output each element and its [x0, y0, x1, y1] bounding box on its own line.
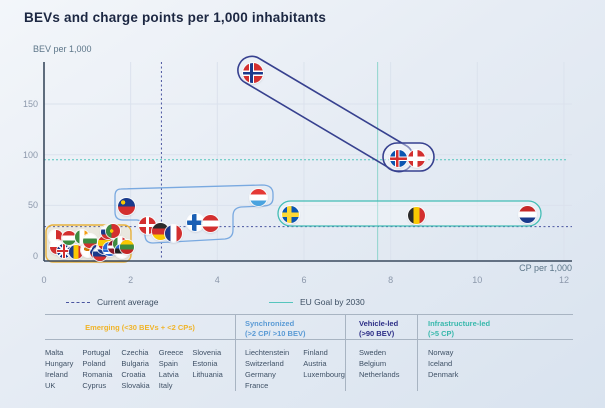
category-column-vehicle-led: Vehicle-led (>90 BEV) Sweden Belgium Net… — [345, 315, 417, 391]
country-list-column: Sweden Belgium Netherlands — [359, 348, 400, 379]
country-list-column: Czechia Bulgaria Croatia Slovakia — [121, 348, 150, 390]
legend-item-eu-goal: EU Goal by 2030 — [269, 295, 365, 309]
flag-romania — [69, 244, 84, 259]
category-list-synchronized: Liechtenstein Switzerland Germany France… — [236, 340, 345, 391]
flag-bulgaria — [82, 233, 97, 248]
y-tick-100: 100 — [22, 149, 38, 160]
legend-label-current-average: Current average — [97, 297, 159, 307]
flag-luxembourg — [249, 188, 267, 206]
y-tick-0: 0 — [32, 251, 38, 261]
x-tick-6: 6 — [301, 275, 307, 285]
flag-sweden — [282, 205, 300, 223]
category-header-emerging: Emerging (<30 BEVs + <2 CPs) — [45, 315, 235, 340]
flag-uk — [56, 243, 71, 258]
legend-label-eu-goal: EU Goal by 2030 — [300, 297, 365, 307]
category-header-infrastructure-led: Infrastructure-led (>5 CP) — [418, 315, 573, 340]
y-tick-50: 50 — [27, 200, 38, 211]
page-title: BEVs and charge points per 1,000 inhabit… — [24, 10, 327, 25]
flag-iceland — [389, 150, 407, 168]
legend: Current average EU Goal by 2030 — [0, 295, 605, 311]
group-outline-synchronized — [114, 184, 274, 244]
y-tick-150: 150 — [22, 99, 38, 110]
flag-norway — [242, 62, 263, 83]
x-tick-10: 10 — [472, 275, 483, 285]
x-tick-12: 12 — [558, 275, 569, 285]
flag-denmark — [408, 150, 426, 168]
category-column-emerging: Emerging (<30 BEVs + <2 CPs) Malta Hunga… — [45, 315, 235, 391]
category-header-synchronized: Synchronized (>2 CP/ >10 BEV) — [236, 315, 345, 340]
country-list-column: Portugal Poland Romania Cyprus — [82, 348, 113, 390]
x-tick-4: 4 — [214, 275, 220, 285]
country-list-column: Greece Spain Latvia Italy — [158, 348, 184, 390]
flag-netherlands — [518, 205, 536, 223]
flag-switzerland — [139, 217, 157, 235]
country-list-column: Norway Iceland Denmark — [428, 348, 459, 379]
flag-layer — [49, 62, 536, 261]
eu-goal-line-swatch — [269, 301, 293, 303]
flag-portugal — [105, 223, 120, 238]
x-tick-2: 2 — [128, 275, 134, 285]
x-axis-label: CP per 1,000 — [519, 263, 572, 273]
category-list-vehicle-led: Sweden Belgium Netherlands — [346, 340, 417, 380]
current-average-line-swatch — [66, 301, 90, 303]
flag-france — [165, 225, 183, 243]
country-list-column: Liechtenstein Switzerland Germany France — [245, 348, 290, 390]
category-header-vehicle-led: Vehicle-led (>90 BEV) — [346, 315, 417, 340]
category-list-emerging: Malta Hungary Ireland UK Portugal Poland … — [45, 340, 235, 391]
flag-belgium — [408, 206, 426, 224]
category-column-infrastructure-led: Infrastructure-led (>5 CP) Norway Icelan… — [417, 315, 573, 391]
country-list-column: Finland Austria Luxembourg — [303, 348, 345, 379]
category-column-synchronized: Synchronized (>2 CP/ >10 BEV) Liechtenst… — [235, 315, 345, 391]
country-list-column: Malta Hungary Ireland UK — [45, 348, 74, 390]
flag-finland — [187, 214, 205, 232]
country-list-column: Slovenia Estonia Lithuania — [192, 348, 223, 379]
flag-germany — [152, 223, 170, 241]
flag-lithuania — [120, 239, 135, 254]
category-list-infrastructure-led: Norway Iceland Denmark — [418, 340, 573, 380]
y-axis-label: BEV per 1,000 — [33, 44, 92, 54]
flag-austria — [202, 215, 220, 233]
x-tick-0: 0 — [41, 275, 47, 285]
x-tick-8: 8 — [388, 275, 394, 285]
flag-hungary — [62, 230, 77, 245]
legend-item-current-average: Current average — [66, 295, 158, 309]
category-table: Emerging (<30 BEVs + <2 CPs) Malta Hunga… — [45, 314, 573, 391]
flag-liechtenstein — [117, 197, 135, 215]
